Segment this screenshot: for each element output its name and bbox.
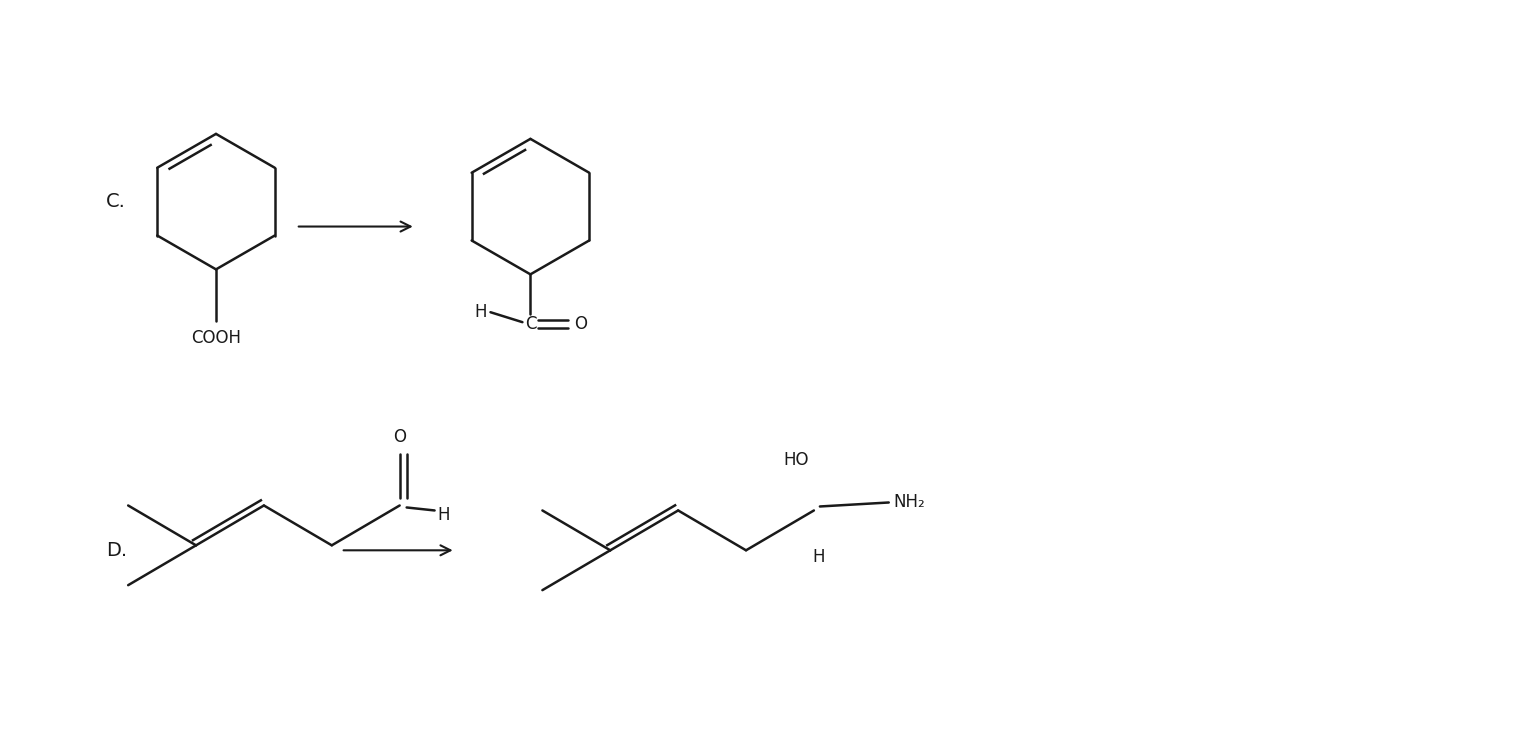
- Text: C.: C.: [106, 192, 126, 211]
- Text: D.: D.: [106, 541, 127, 560]
- Text: H: H: [438, 506, 450, 525]
- Text: C: C: [525, 315, 537, 333]
- Text: O: O: [575, 315, 587, 333]
- Text: COOH: COOH: [191, 329, 241, 347]
- Text: H: H: [475, 303, 487, 321]
- Text: H: H: [813, 548, 825, 566]
- Text: O: O: [393, 428, 406, 446]
- Text: HO: HO: [784, 450, 808, 469]
- Text: NH₂: NH₂: [894, 494, 925, 512]
